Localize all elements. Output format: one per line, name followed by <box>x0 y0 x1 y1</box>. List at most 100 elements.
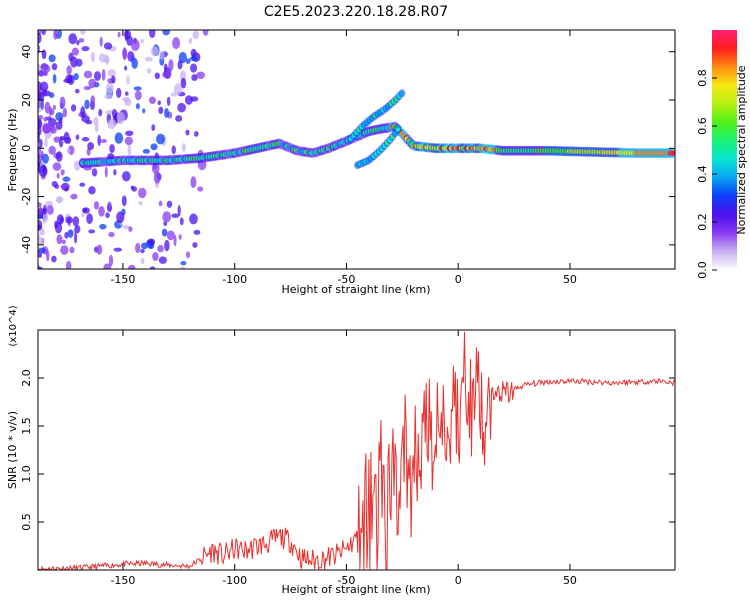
spectrogram-noise-blob <box>192 30 200 40</box>
spectrogram-noise-blob <box>164 239 170 252</box>
spectrogram-noise-blob <box>39 70 48 76</box>
spectrogram-xlabel: Height of straight line (km) <box>281 283 430 296</box>
spectrogram-noise-blob <box>178 234 182 240</box>
spectrogram-noise-blob <box>179 266 186 269</box>
snr-frame <box>37 329 676 571</box>
colorbar-tick-label: 0.0 <box>696 261 709 279</box>
spectrogram-noise-blob <box>38 153 44 162</box>
spectrogram-noise-blob <box>177 60 183 70</box>
spectrogram-noise-blob <box>144 56 153 62</box>
spectrogram-noise-blob <box>135 103 140 110</box>
spectrogram-noise-blob <box>111 75 116 84</box>
spectrogram-noise-blob <box>88 229 96 234</box>
spectrogram-noise-blob <box>202 30 209 36</box>
spectrogram-noise-blob <box>67 229 74 238</box>
spectrogram-noise-blob <box>185 58 191 64</box>
spectrogram-noise-blob <box>124 65 128 71</box>
spectrogram-noise-blob <box>68 145 75 156</box>
spectrogram-noise-blob <box>84 99 90 110</box>
spectrogram-noise-blob <box>147 238 156 246</box>
spectrogram-noise-blob <box>38 138 43 149</box>
spectrogram-noise-blob <box>42 124 52 134</box>
spectrogram-panel: -150 -100 -50 0 50 -40 -20 0 20 40 Height of stra… <box>6 29 676 296</box>
spectrogram-noise-blob <box>73 73 79 81</box>
spectrogram-noise-blob <box>44 137 48 148</box>
spectrogram-noise-blob <box>138 187 147 199</box>
spectrogram-noise-blob <box>105 212 110 219</box>
spectrogram-noise-blob <box>82 207 88 213</box>
spectrogram-noise-blob <box>126 75 130 85</box>
snr-xtick-label: 0 <box>455 574 462 587</box>
spectrogram-noise-blob <box>150 143 158 151</box>
spectrogram-noise-blob <box>158 200 163 207</box>
spectrogram-noise-blob <box>83 70 93 79</box>
spectrogram-noise-blob <box>154 72 160 80</box>
spectrogram-noise-blob <box>65 74 73 84</box>
spectrogram-noise-blob <box>51 255 57 263</box>
colorbar: 0.0 0.2 0.4 0.6 0.8 Normalized spectral ampl… <box>696 30 748 279</box>
spectrogram-noise-blob <box>38 99 43 109</box>
spectrogram-noise-blob <box>63 131 70 144</box>
colorbar-tick-label: 0.8 <box>696 69 709 87</box>
spectrogram-noise-blob <box>38 107 42 113</box>
spectrogram-noise-blob <box>75 134 80 140</box>
spectrogram-noise-blob <box>128 264 136 269</box>
spectrogram-noise-blob <box>74 232 78 244</box>
spectrogram-noise-blob <box>181 143 186 152</box>
spectrogram-noise-blob <box>70 56 78 68</box>
colorbar-tick-label: 0.4 <box>696 165 709 183</box>
spectrogram-noise-blob <box>107 69 116 77</box>
spectrogram-frame <box>37 29 676 270</box>
spectrogram-noise-blob <box>81 212 85 218</box>
spectrogram-noise-blob <box>122 47 128 60</box>
spectrogram-noise-blob <box>42 204 47 215</box>
spectrogram-noise-blob <box>115 87 122 98</box>
spectrogram-noise-blob <box>52 105 56 110</box>
snr-panel: -150 -100 -50 0 50 0.5 1.0 1.5 2.0 Height of str… <box>6 305 676 596</box>
spectrogram-noise-blob <box>124 30 129 42</box>
spectrogram-noise-blob <box>41 49 47 60</box>
snr-xtick-label: -150 <box>110 574 135 587</box>
spectrogram-ylabel: Frequency (Hz) <box>6 109 19 192</box>
spectrogram-noise-blob <box>133 86 142 91</box>
spectrogram-noise-blob <box>171 213 180 219</box>
spectrogram-noise-blob <box>81 46 90 52</box>
spectrogram-noise-blob <box>61 239 66 244</box>
spectrogram-noise-blob <box>97 134 101 146</box>
spectrogram-noise-blob <box>38 214 44 219</box>
spectrogram-noise-blob <box>60 184 68 190</box>
figure-title: C2E5.2023.220.18.28.R07 <box>264 4 448 20</box>
spectrogram-noise-blob <box>86 213 93 225</box>
spectrogram-noise-blob <box>98 108 103 117</box>
spectrogram-noise-blob <box>66 65 72 76</box>
spectrogram-noise-blob <box>64 231 69 239</box>
spectrogram-noise-blob <box>56 234 63 245</box>
spectrogram-noise-blob <box>175 115 183 122</box>
spectrogram-xtick-label: -50 <box>337 273 355 286</box>
spectrogram-noise-blob <box>49 125 57 134</box>
spectrogram-noise-blob <box>59 136 66 141</box>
spectrogram-noise-blob <box>186 251 191 259</box>
spectrogram-noise-blob <box>38 219 43 231</box>
spectrogram-noise-blob <box>62 176 71 182</box>
spectrogram-noise-blob <box>69 246 75 254</box>
spectrogram-noise-blob <box>161 228 168 237</box>
spectrogram-noise-blob <box>122 96 130 103</box>
spectrogram-ytick-label: -40 <box>20 236 33 254</box>
spectrogram-noise-blob <box>151 124 156 131</box>
spectrogram-noise-blob <box>156 133 165 145</box>
spectrogram-noise-blob <box>38 32 42 44</box>
spectrogram-noise-blob <box>65 260 72 269</box>
spectrogram-noise-blob <box>114 132 124 144</box>
snr-scale-label: (x10^4) <box>8 305 19 346</box>
spectrogram-noise-blob <box>189 213 198 225</box>
spectrogram-noise-blob <box>54 184 60 189</box>
spectrogram-noise-blob <box>100 139 107 144</box>
spectrogram-noise-blob <box>62 107 68 118</box>
spectrogram-noise-blob <box>90 95 96 105</box>
spectrogram-noise-blob <box>52 73 57 84</box>
spectrogram-noise-blob <box>140 38 145 44</box>
spectrogram-noise-blob <box>124 91 129 96</box>
spectrogram-noise-blob <box>153 171 161 184</box>
snr-ylabel: SNR (10 * v/v) <box>6 411 19 489</box>
